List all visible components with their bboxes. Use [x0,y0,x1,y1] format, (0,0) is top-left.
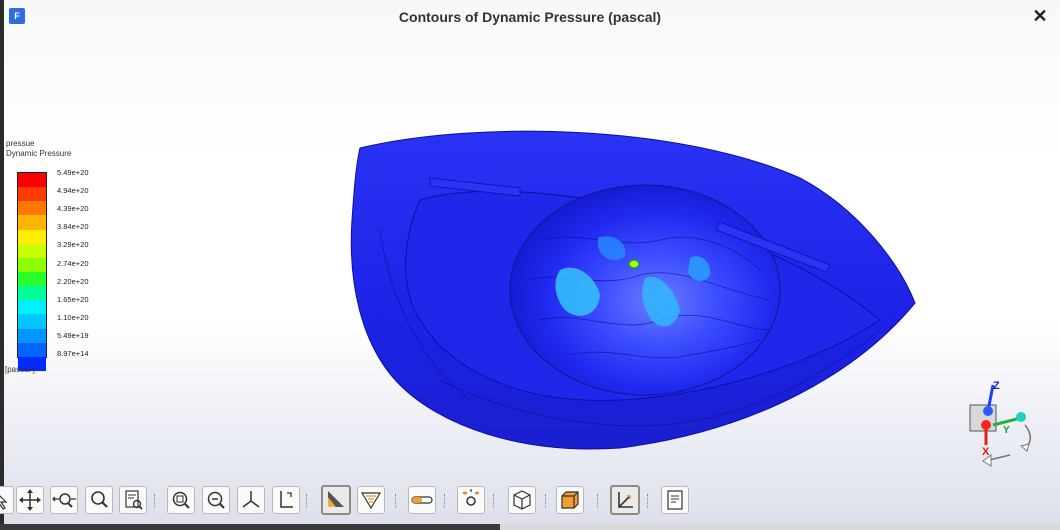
magnifier-icon [91,491,108,508]
colorbar [17,172,47,371]
legend-title: Dynamic Pressure [6,149,72,158]
solid-cube-button[interactable] [556,486,584,514]
colorbar-tick-label: 4.94e+20 [57,186,89,196]
colormap-icon [328,491,344,507]
transparency-button[interactable] [408,486,436,514]
toolbar-separator [545,494,547,508]
gear-settings-icon [463,489,479,506]
slider-icon [411,496,433,504]
fit-icon [280,491,293,508]
graphics-toolbar [0,485,700,520]
toolbar-separator [154,494,156,508]
toolbar-separator [306,494,308,508]
zoom-button[interactable] [85,486,113,514]
colorbar-segment [18,356,46,371]
zoom-out-button[interactable] [202,486,230,514]
colorbar-segment [18,300,46,315]
probe-button[interactable] [119,486,147,514]
zoom-in-out-icon [52,493,76,508]
colorbar-segment [18,215,46,230]
rotate-zoom-button[interactable] [50,486,78,514]
pan-icon [19,489,41,511]
z-axis-label: Z [993,380,1000,392]
colorbar-tick-label: 3.84e+20 [57,222,89,232]
pointer-icon [0,495,8,510]
zoom-box-button[interactable] [167,486,195,514]
axis-triad[interactable]: Z X Y [955,375,1045,470]
toolbar-separator [395,494,397,508]
colorbar-segment [18,328,46,343]
colorbar-tick-label: 4.39e+20 [57,204,89,214]
triad-icon [618,492,633,508]
pan-button[interactable] [16,486,44,514]
colorbar-segment [18,173,46,188]
notes-icon [667,490,683,510]
legend-unit: [pascal ] [5,365,35,374]
y-axis [992,417,1018,427]
toolbar-separator [493,494,495,508]
colorbar-segment [18,201,46,216]
x-axis-label: X [982,446,990,458]
colorbar-segment [18,314,46,329]
colormap-button[interactable] [321,485,351,515]
colorbar-tick-label: 1.65e+20 [57,294,89,304]
zoom-out-icon [207,491,225,509]
toolbar-separator [444,494,446,508]
colorbar-tick-label: 8.97e+14 [57,349,89,358]
window-left-border [0,0,4,530]
zoom-box-icon [172,491,190,509]
axes-button[interactable] [237,486,265,514]
triangle-icon [360,492,382,510]
triad-toggle-button[interactable] [610,485,640,515]
colorbar-segment [18,187,46,202]
colorbar-tick-label: 5.49e+20 [57,168,89,177]
notes-button[interactable] [661,486,689,514]
colorbar-tick-label: 2.20e+20 [57,276,89,286]
cube-icon [513,490,531,510]
axes-icon [242,491,260,508]
legend-quantity: pressue [6,139,35,148]
solid-cube-icon [561,491,579,509]
colorbar-tick-label: 3.29e+20 [57,240,89,250]
perspective-button[interactable] [357,486,385,514]
app-logo-icon: F [9,8,25,24]
colorbar-tick-label: 2.74e+20 [57,258,89,268]
colorbar-tick-label: 1.10e+20 [57,312,89,322]
window-title: Contours of Dynamic Pressure (pascal) [398,9,662,25]
colorbar-segment [18,286,46,301]
toolbar-separator [597,494,599,508]
lights-button[interactable] [457,486,485,514]
close-button[interactable]: ✕ [1032,6,1048,26]
y-axis-label: Y [1003,425,1010,436]
status-strip [0,524,1060,530]
fit-button[interactable] [272,486,300,514]
colorbar-segment [18,229,46,244]
toolbar-separator [647,494,649,508]
colorbar-tick-label: 5.49e+19 [57,330,89,340]
colorbar-segment [18,243,46,258]
wireframe-cube-button[interactable] [508,486,536,514]
colorbar-segment [18,257,46,272]
select-tool-button[interactable] [0,486,14,514]
colorbar-segment [18,271,46,287]
colorbar-segment [18,342,46,357]
probe-icon [125,490,143,510]
